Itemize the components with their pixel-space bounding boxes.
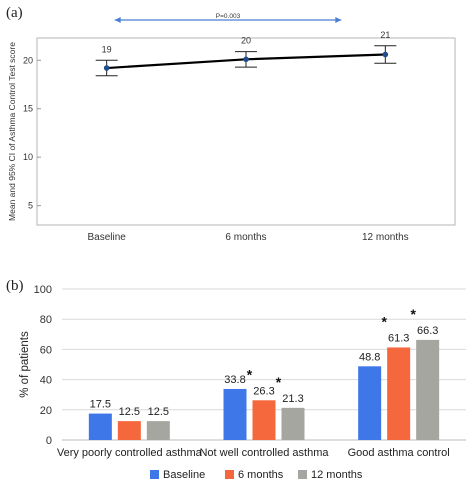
bar xyxy=(223,388,247,440)
chart-panel-a: (a) 5 10 15 20 Baseline 6 months 12 months Mean … xyxy=(6,5,456,243)
legend-label: Baseline xyxy=(163,469,205,481)
legend-label: 6 months xyxy=(238,469,284,481)
x-category-label: 6 months xyxy=(225,232,266,243)
bar-value-label: 12.5 xyxy=(119,406,140,418)
bar xyxy=(416,339,440,440)
mean-label: 20 xyxy=(241,36,251,46)
significance-star: * xyxy=(381,313,387,329)
y-axis-label: % of patients xyxy=(19,331,31,398)
panel-label: (a) xyxy=(6,5,23,21)
y-tick-label: 10 xyxy=(23,152,33,162)
y-tick-label: 0 xyxy=(46,435,52,447)
mean-point xyxy=(243,56,249,63)
y-tick-label: 20 xyxy=(23,55,33,65)
y-tick-label: 60 xyxy=(40,344,52,356)
mean-point xyxy=(382,51,389,58)
y-tick-label: 15 xyxy=(23,104,33,114)
legend-label: 12 months xyxy=(311,469,363,481)
legend-swatch xyxy=(298,470,307,479)
y-tick-label: 40 xyxy=(40,375,52,387)
mean-label: 19 xyxy=(102,44,112,54)
y-tick-label: 20 xyxy=(40,405,52,417)
bar-value-label: 21.3 xyxy=(282,393,303,405)
x-category-label: Baseline xyxy=(87,232,126,243)
bar xyxy=(88,413,112,440)
x-category-label: 12 months xyxy=(362,232,409,243)
bar xyxy=(252,400,276,440)
significance-star: * xyxy=(410,306,416,322)
legend-swatch xyxy=(225,470,234,479)
bar-value-label: 66.3 xyxy=(417,325,438,337)
bar xyxy=(281,407,305,440)
bar-value-label: 61.3 xyxy=(388,332,409,344)
bar xyxy=(146,421,170,440)
x-category-label: Not well controlled asthma xyxy=(199,447,329,459)
x-category-label: Good asthma control xyxy=(348,447,450,459)
y-tick-label: 80 xyxy=(40,314,52,326)
significance-star: * xyxy=(276,374,282,390)
bar xyxy=(117,421,141,440)
y-axis-label: Mean and 95% CI of Asthma Control Test s… xyxy=(7,42,17,221)
bar-value-label: 26.3 xyxy=(253,385,274,397)
bar xyxy=(358,366,382,440)
plot-frame xyxy=(36,37,456,226)
bar-value-label: 12.5 xyxy=(148,406,169,418)
legend-swatch xyxy=(150,470,159,479)
y-tick-label: 5 xyxy=(28,201,33,211)
bar-value-label: 17.5 xyxy=(90,399,111,411)
significance-star: * xyxy=(247,366,253,382)
chart-panel-b: (b) 0 20 40 60 80 100 % of patients Very poorly … xyxy=(0,250,474,492)
bar-value-label: 48.8 xyxy=(359,351,380,363)
mean-point xyxy=(103,65,110,71)
x-category-label: Very poorly controlled asthma xyxy=(57,447,203,459)
arrow-head-right xyxy=(335,17,342,23)
bar-value-label: 33.8 xyxy=(224,374,245,386)
arrow-head-left xyxy=(114,17,121,23)
p-value-label: P=0.003 xyxy=(216,13,241,20)
chart-a-svg: (a) 5 10 15 20 Baseline 6 months 12 months Mean … xyxy=(6,5,456,243)
chart-b-svg: (b) 0 20 40 60 80 100 % of patients Very poorly … xyxy=(6,278,466,481)
mean-label: 21 xyxy=(380,30,390,40)
y-tick-label: 100 xyxy=(34,284,52,296)
panel-label: (b) xyxy=(6,278,24,294)
bar xyxy=(387,347,411,440)
